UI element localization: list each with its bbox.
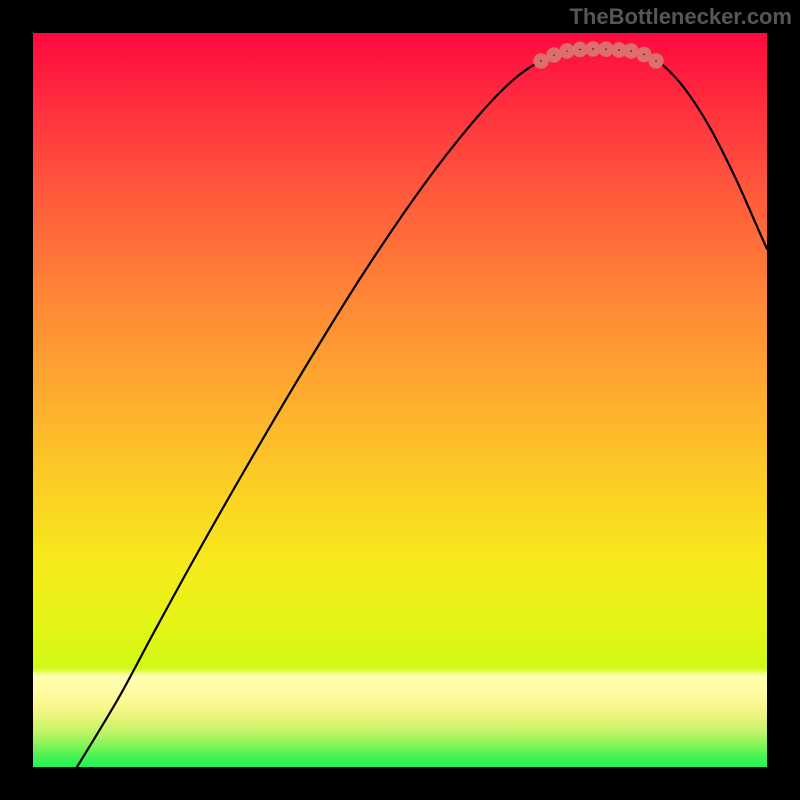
plot-background [33, 33, 767, 767]
chart-canvas: TheBottlenecker.com [0, 0, 800, 800]
bottleneck-curve-chart [0, 0, 800, 800]
watermark-text: TheBottlenecker.com [569, 4, 792, 30]
